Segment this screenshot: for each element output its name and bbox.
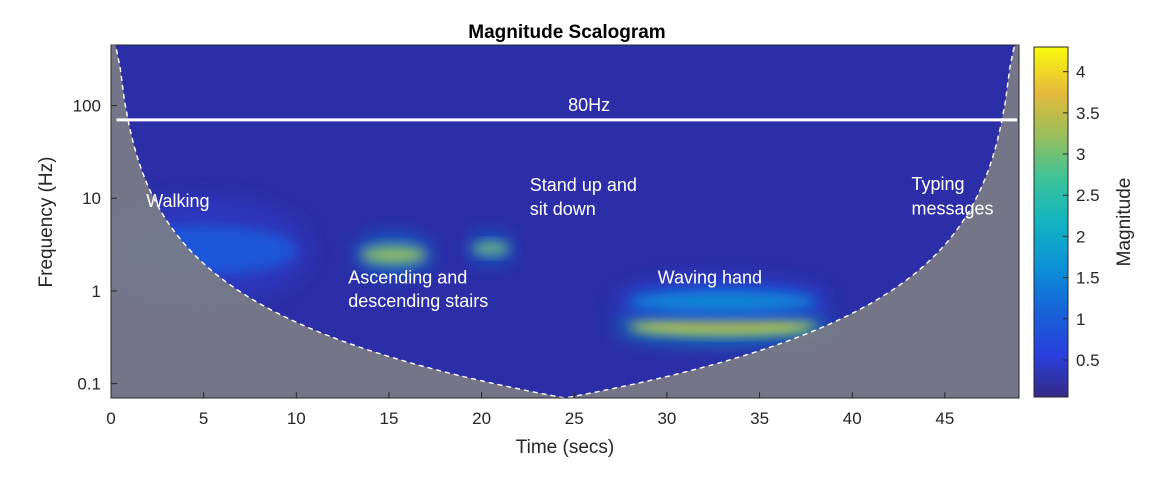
colorbar-tick-label: 1: [1076, 310, 1085, 329]
x-tick-label: 20: [472, 409, 491, 428]
colorbar-gradient: [1033, 46, 1069, 398]
x-tick-label: 45: [935, 409, 954, 428]
plot-area: [111, 45, 1019, 398]
energy-region: [361, 246, 427, 264]
colorbar-tick-label: 2.5: [1076, 186, 1100, 205]
colorbar-tick-label: 1.5: [1076, 269, 1100, 288]
y-tick-label: 100: [73, 97, 101, 116]
colorbar-tick-label: 3.5: [1076, 104, 1100, 123]
event-annotation: Typing: [912, 174, 965, 194]
colorbar-tick-label: 0.5: [1076, 351, 1100, 370]
colorbar-label: Magnitude: [1114, 178, 1135, 267]
x-tick-label: 30: [657, 409, 676, 428]
cone-of-influence-line: [111, 45, 1019, 398]
x-axis-ticks: 0 5 10 15 20 25 30 35 40 45: [106, 392, 954, 428]
x-tick-label: 35: [750, 409, 769, 428]
plot-frame: [110, 44, 1020, 399]
event-annotations: Walking Ascending and descending stairs Sta…: [146, 174, 993, 311]
x-tick-label: 15: [379, 409, 398, 428]
x-tick-label: 40: [843, 409, 862, 428]
y-tick-label: 1: [92, 282, 101, 301]
event-annotation: Stand up and: [530, 175, 637, 195]
event-annotation: Ascending and: [348, 268, 467, 288]
x-axis-label: Time (secs): [516, 437, 615, 458]
y-axis-ticks: 0.1 1 10 100: [73, 97, 117, 394]
colorbar-tick-label: 2: [1076, 227, 1085, 246]
chart-title: Magnitude Scalogram: [468, 22, 665, 43]
event-annotation: sit down: [530, 199, 596, 219]
x-tick-label: 25: [565, 409, 584, 428]
x-tick-label: 10: [287, 409, 306, 428]
event-annotation: Walking: [146, 191, 209, 211]
event-annotation: messages: [912, 198, 994, 218]
colorbar-ticks: 0.5 1 1.5 2 2.5 3 3.5 4: [1063, 63, 1100, 370]
x-tick-label: 5: [199, 409, 208, 428]
energy-region: [472, 242, 510, 255]
event-annotation: Waving hand: [658, 268, 762, 288]
cone-of-influence-region: [111, 45, 1019, 398]
x-tick-label: 0: [106, 409, 115, 428]
colorbar-tick-label: 3: [1076, 145, 1085, 164]
y-tick-label: 0.1: [77, 375, 101, 394]
energy-region: [629, 318, 816, 334]
colorbar: 0.5 1 1.5 2 2.5 3 3.5 4 Magnitude: [1033, 46, 1135, 398]
y-tick-label: 10: [82, 189, 101, 208]
y-axis-label: Frequency (Hz): [36, 157, 57, 288]
reference-line-label: 80Hz: [568, 95, 610, 115]
event-annotation: descending stairs: [348, 291, 488, 311]
colorbar-tick-label: 4: [1076, 63, 1085, 82]
energy-region: [629, 290, 816, 312]
